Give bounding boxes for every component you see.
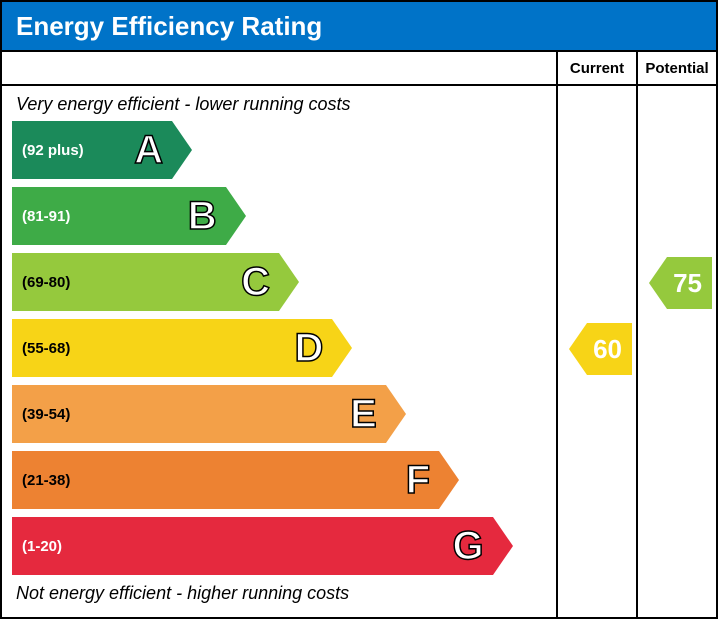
band-arrow-g <box>493 517 513 575</box>
potential-body: 75 <box>638 86 716 617</box>
band-bar-c: (69-80) C <box>12 253 279 311</box>
band-arrow-b <box>226 187 246 245</box>
band-bar-g: (1-20) G <box>12 517 493 575</box>
band-bar-e: (39-54) E <box>12 385 386 443</box>
current-column: Current 60 <box>556 52 636 617</box>
current-pointer: 60 <box>569 323 632 375</box>
band-b: (81-91) B <box>12 187 546 245</box>
band-d: (55-68) D <box>12 319 546 377</box>
band-range-f: (21-38) <box>22 472 70 489</box>
band-e: (39-54) E <box>12 385 546 443</box>
band-range-d: (55-68) <box>22 340 70 357</box>
band-bar-f: (21-38) F <box>12 451 439 509</box>
band-letter-g: G <box>452 524 484 569</box>
current-header: Current <box>558 52 636 86</box>
band-arrow-c <box>279 253 299 311</box>
band-letter-a: A <box>134 128 164 173</box>
current-pointer-arrow <box>569 323 587 375</box>
current-pointer-value: 60 <box>587 323 632 375</box>
bands-body: Very energy efficient - lower running co… <box>2 86 556 617</box>
band-bar-b: (81-91) B <box>12 187 226 245</box>
band-bar-d: (55-68) D <box>12 319 332 377</box>
band-f: (21-38) F <box>12 451 546 509</box>
bands-list: (92 plus) A (81-91) B (69-80) C (55-68) D (39-54… <box>12 121 546 575</box>
potential-header: Potential <box>638 52 716 86</box>
title-bar: Energy Efficiency Rating <box>2 2 716 50</box>
band-letter-e: E <box>350 392 378 437</box>
potential-pointer-value: 75 <box>667 257 712 309</box>
band-a: (92 plus) A <box>12 121 546 179</box>
bands-column: Very energy efficient - lower running co… <box>2 52 556 617</box>
band-range-b: (81-91) <box>22 208 70 225</box>
band-bar-a: (92 plus) A <box>12 121 172 179</box>
band-range-e: (39-54) <box>22 406 70 423</box>
band-range-g: (1-20) <box>22 538 62 555</box>
bands-header-blank <box>2 52 556 86</box>
potential-pointer-arrow <box>649 257 667 309</box>
band-c: (69-80) C <box>12 253 546 311</box>
potential-pointer: 75 <box>649 257 712 309</box>
potential-column: Potential 75 <box>636 52 716 617</box>
band-letter-c: C <box>241 260 271 305</box>
band-arrow-e <box>386 385 406 443</box>
band-letter-f: F <box>406 458 431 503</box>
band-arrow-d <box>332 319 352 377</box>
bottom-caption: Not energy efficient - higher running co… <box>16 583 546 604</box>
band-range-a: (92 plus) <box>22 142 84 159</box>
band-letter-b: B <box>188 194 218 239</box>
band-letter-d: D <box>295 326 325 371</box>
chart-title: Energy Efficiency Rating <box>16 11 322 42</box>
epc-chart: Energy Efficiency Rating Very energy eff… <box>0 0 718 619</box>
chart-grid: Very energy efficient - lower running co… <box>2 50 716 617</box>
top-caption: Very energy efficient - lower running co… <box>16 94 546 115</box>
current-body: 60 <box>558 86 636 617</box>
band-arrow-f <box>439 451 459 509</box>
band-range-c: (69-80) <box>22 274 70 291</box>
band-arrow-a <box>172 121 192 179</box>
band-g: (1-20) G <box>12 517 546 575</box>
